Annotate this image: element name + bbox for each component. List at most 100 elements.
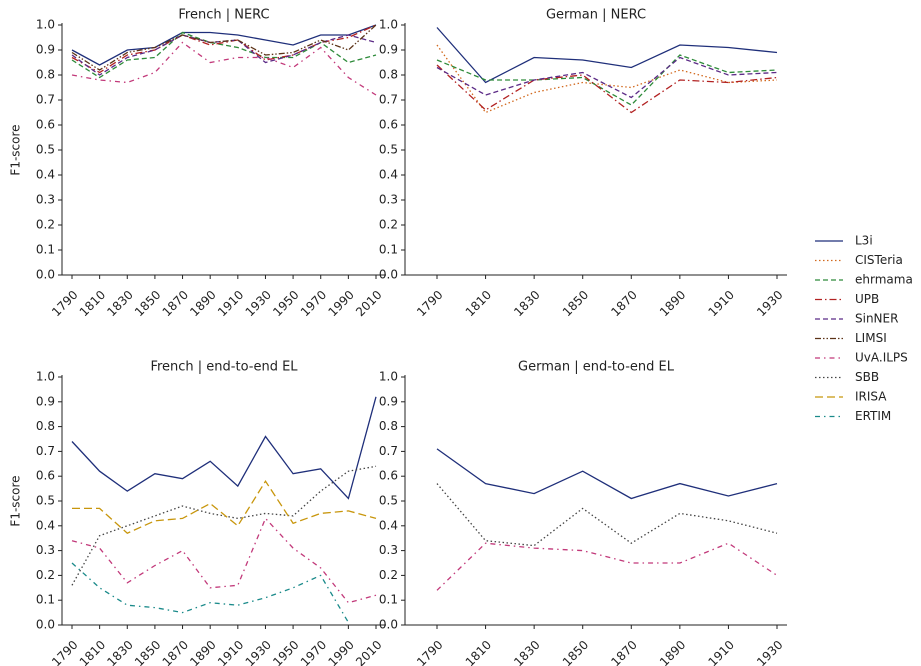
y-tick-label: 0.6 xyxy=(379,118,398,132)
legend-label: SinNER xyxy=(855,312,898,326)
y-tick-label: 0.2 xyxy=(36,568,55,582)
series-line xyxy=(71,31,377,79)
x-tick-label: 2010 xyxy=(353,638,384,666)
y-tick-label: 0.0 xyxy=(379,618,398,632)
y-tick-label: 0.4 xyxy=(36,518,55,532)
x-tick-label: 1830 xyxy=(511,288,542,319)
y-tick-label: 0.5 xyxy=(379,494,398,508)
series-line xyxy=(436,56,778,99)
x-tick-label: 1870 xyxy=(608,288,639,319)
y-tick-label: 0.8 xyxy=(379,68,398,82)
x-tick-label: 1910 xyxy=(215,638,246,666)
legend-label: IRISA xyxy=(855,390,887,404)
series-line xyxy=(71,396,377,500)
y-tick-label: 0.4 xyxy=(379,168,398,182)
series-line xyxy=(436,542,778,591)
x-tick-label: 1910 xyxy=(706,638,737,666)
x-tick-label: 1810 xyxy=(77,638,108,666)
y-tick-label: 0.5 xyxy=(379,143,398,157)
legend-label: CISTeria xyxy=(855,253,903,267)
legend-label: L3i xyxy=(855,234,873,248)
x-tick-label: 1990 xyxy=(325,288,356,319)
y-tick-label: 0.1 xyxy=(36,243,55,257)
panel-title: French | NERC xyxy=(178,8,269,23)
series-line xyxy=(71,517,377,604)
y-tick-label: 0.0 xyxy=(36,618,55,632)
x-tick-label: 1790 xyxy=(49,638,80,666)
y-tick-label: 0.6 xyxy=(36,118,55,132)
y-tick-label: 0.2 xyxy=(379,218,398,232)
x-tick-label: 2010 xyxy=(353,288,384,319)
y-tick-label: 1.0 xyxy=(36,370,55,384)
y-tick-label: 0.5 xyxy=(36,494,55,508)
y-tick-label: 0.7 xyxy=(379,444,398,458)
x-tick-label: 1970 xyxy=(298,638,329,666)
y-tick-label: 0.8 xyxy=(36,68,55,82)
x-tick-label: 1830 xyxy=(104,288,135,319)
y-tick-label: 0.1 xyxy=(379,243,398,257)
x-tick-label: 1930 xyxy=(754,288,785,319)
x-tick-label: 1850 xyxy=(132,288,163,319)
series-line xyxy=(71,562,349,623)
y-tick-label: 0.5 xyxy=(36,143,55,157)
series-line xyxy=(71,41,377,96)
y-tick-label: 0.1 xyxy=(36,593,55,607)
x-tick-label: 1990 xyxy=(325,638,356,666)
x-tick-label: 1790 xyxy=(414,638,445,666)
x-tick-label: 1950 xyxy=(270,288,301,319)
panel-title: German | end-to-end EL xyxy=(518,360,675,375)
series-line xyxy=(71,24,377,74)
y-tick-label: 0.4 xyxy=(36,168,55,182)
x-tick-label: 1890 xyxy=(187,638,218,666)
series-line xyxy=(436,64,778,114)
y-tick-label: 0.1 xyxy=(379,593,398,607)
x-tick-label: 1870 xyxy=(608,638,639,666)
x-tick-label: 1810 xyxy=(463,288,494,319)
series-line xyxy=(71,465,377,586)
x-tick-label: 1830 xyxy=(511,638,542,666)
x-tick-label: 1910 xyxy=(706,288,737,319)
legend-label: ehrmama xyxy=(855,273,913,287)
series-line xyxy=(71,24,377,71)
y-tick-label: 1.0 xyxy=(379,370,398,384)
y-tick-label: 0.6 xyxy=(379,469,398,483)
series-line xyxy=(436,54,778,106)
legend-label: UvA.ILPS xyxy=(855,351,908,365)
y-tick-label: 0.6 xyxy=(36,469,55,483)
x-tick-label: 1930 xyxy=(243,638,274,666)
y-tick-label: 0.9 xyxy=(379,43,398,57)
legend-label: UPB xyxy=(855,292,879,306)
x-tick-label: 1970 xyxy=(298,288,329,319)
series-line xyxy=(71,24,377,66)
y-tick-label: 0.8 xyxy=(379,419,398,433)
y-tick-label: 0.4 xyxy=(379,518,398,532)
panel-title: German | NERC xyxy=(546,8,646,23)
series-line xyxy=(436,44,778,114)
x-tick-label: 1850 xyxy=(560,638,591,666)
y-tick-label: 0.3 xyxy=(36,193,55,207)
panel-title: French | end-to-end EL xyxy=(150,360,298,375)
x-tick-label: 1790 xyxy=(414,288,445,319)
y-tick-label: 0.8 xyxy=(36,419,55,433)
series-line xyxy=(436,448,778,500)
x-tick-label: 1810 xyxy=(77,288,108,319)
y-tick-label: 0.0 xyxy=(36,268,55,282)
series-line xyxy=(72,479,377,534)
y-tick-label: 0.0 xyxy=(379,268,398,282)
y-axis-label: F1-score xyxy=(9,124,23,175)
x-tick-label: 1870 xyxy=(160,638,191,666)
x-tick-label: 1870 xyxy=(160,288,191,319)
y-tick-label: 0.9 xyxy=(379,394,398,408)
y-tick-label: 0.3 xyxy=(36,543,55,557)
x-tick-label: 1890 xyxy=(657,288,688,319)
series-line xyxy=(436,27,778,84)
x-tick-label: 1890 xyxy=(187,288,218,319)
y-tick-label: 1.0 xyxy=(379,18,398,32)
x-tick-label: 1850 xyxy=(132,638,163,666)
x-tick-label: 1910 xyxy=(215,288,246,319)
y-axis-label: F1-score xyxy=(9,475,23,526)
y-tick-label: 1.0 xyxy=(36,18,55,32)
y-tick-label: 0.9 xyxy=(36,394,55,408)
y-tick-label: 0.9 xyxy=(36,43,55,57)
